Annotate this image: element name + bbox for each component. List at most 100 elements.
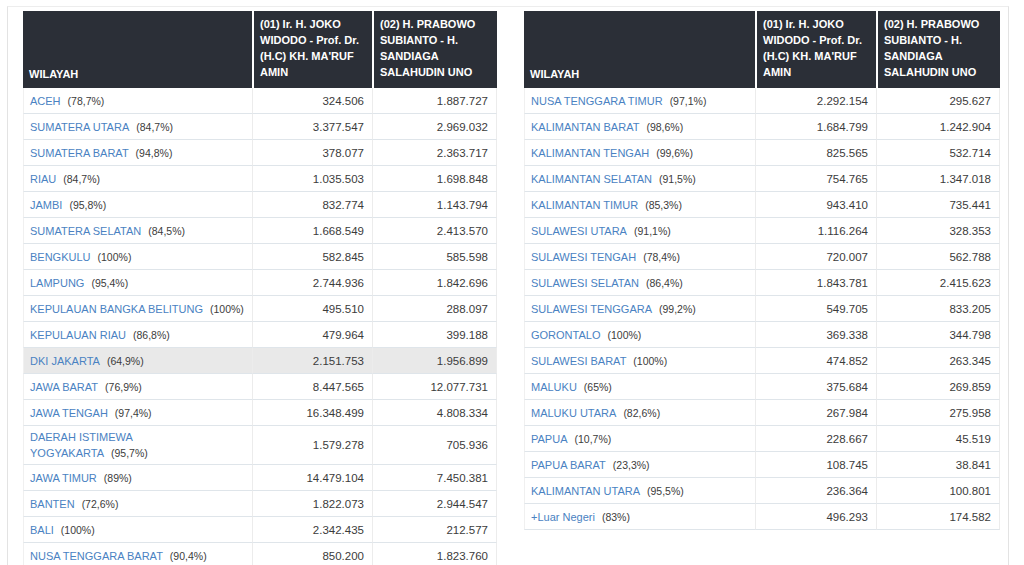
column-header-wilayah: WILAYAH <box>524 11 755 88</box>
region-cell: BANTEN (72,6%) <box>23 491 252 517</box>
counting-progress-percent: (91,1%) <box>634 225 671 237</box>
region-link[interactable]: KEPULAUAN BANGKA BELITUNG <box>30 303 203 315</box>
votes-candidate-01: 479.964 <box>252 322 372 348</box>
votes-candidate-02: 100.801 <box>876 478 1000 504</box>
region-link[interactable]: PAPUA BARAT <box>531 459 606 471</box>
region-link[interactable]: SULAWESI UTARA <box>531 225 627 237</box>
region-link[interactable]: JAWA TENGAH <box>30 407 108 419</box>
votes-candidate-02: 263.345 <box>876 348 1000 374</box>
region-link[interactable]: NUSA TENGGARA TIMUR <box>531 95 663 107</box>
region-link[interactable]: SUMATERA UTARA <box>30 121 129 133</box>
region-link[interactable]: KALIMANTAN BARAT <box>531 121 639 133</box>
counting-progress-percent: (99,6%) <box>656 147 693 159</box>
region-link[interactable]: GORONTALO <box>531 329 600 341</box>
votes-candidate-01: 2.342.435 <box>252 517 372 543</box>
counting-progress-percent: (86,4%) <box>646 277 683 289</box>
table-row: SULAWESI TENGGARA(99,2%)549.705833.205 <box>524 296 1000 322</box>
counting-progress-percent: (85,3%) <box>645 199 682 211</box>
region-link[interactable]: RIAU <box>30 173 56 185</box>
table-row: JAWA BARAT(76,9%)8.447.56512.077.731 <box>23 374 497 400</box>
counting-progress-percent: (100%) <box>607 329 641 341</box>
table-row: KALIMANTAN TIMUR(85,3%)943.410735.441 <box>524 192 1000 218</box>
votes-candidate-02: 344.798 <box>876 322 1000 348</box>
votes-candidate-01: 3.377.547 <box>252 114 372 140</box>
column-header-candidate-01: (01) Ir. H. JOKO WIDODO - Prof. Dr. (H.C… <box>252 11 372 88</box>
region-link[interactable]: BALI <box>30 524 54 536</box>
votes-candidate-01: 375.684 <box>755 374 876 400</box>
region-link[interactable]: LAMPUNG <box>30 277 84 289</box>
votes-candidate-01: 1.579.278 <box>252 426 372 465</box>
region-link[interactable]: SULAWESI SELATAN <box>531 277 639 289</box>
votes-candidate-01: 720.007 <box>755 244 876 270</box>
region-link[interactable]: KALIMANTAN UTARA <box>531 485 640 497</box>
votes-candidate-02: 38.841 <box>876 452 1000 478</box>
table-row: DAERAH ISTIMEWA YOGYAKARTA(95,7%)1.579.2… <box>23 426 497 465</box>
counting-progress-percent: (23,3%) <box>613 459 650 471</box>
region-cell: GORONTALO (100%) <box>524 322 755 348</box>
counting-progress-percent: (99,2%) <box>659 303 696 315</box>
counting-progress-percent: (83%) <box>602 511 630 523</box>
region-link[interactable]: SULAWESI TENGAH <box>531 251 636 263</box>
region-cell: SUMATERA BARAT(94,8%) <box>23 140 252 166</box>
counting-progress-percent: (95,7%) <box>111 447 148 459</box>
region-link[interactable]: JAWA BARAT <box>30 381 98 393</box>
region-cell: BENGKULU(100%) <box>23 244 252 270</box>
region-cell: BALI(100%) <box>23 517 252 543</box>
votes-candidate-02: 269.859 <box>876 374 1000 400</box>
region-cell: JAWA TIMUR(89%) <box>23 465 252 491</box>
table-header-row: WILAYAH (01) Ir. H. JOKO WIDODO - Prof. … <box>524 11 1000 88</box>
region-link[interactable]: SULAWESI BARAT <box>531 355 626 367</box>
table-row: MALUKU (65%) 375.684269.859 <box>524 374 1000 400</box>
table-row: JAWA TENGAH(97,4%)16.348.4994.808.334 <box>23 400 497 426</box>
region-link[interactable]: BANTEN <box>30 498 75 510</box>
table-header-row: WILAYAH (01) Ir. H. JOKO WIDODO - Prof. … <box>23 11 497 88</box>
region-link[interactable]: JAWA TIMUR <box>30 472 97 484</box>
votes-candidate-01: 1.684.799 <box>755 114 876 140</box>
votes-candidate-02: 2.944.547 <box>372 491 497 517</box>
table-row: NUSA TENGGARA BARAT(90,4%)850.2001.823.7… <box>23 543 497 565</box>
votes-candidate-02: 1.956.899 <box>372 348 497 374</box>
region-link[interactable]: MALUKU <box>531 381 577 393</box>
region-link[interactable]: MALUKU UTARA <box>531 407 616 419</box>
region-link[interactable]: PAPUA <box>531 433 567 445</box>
region-link[interactable]: +Luar Negeri <box>531 511 595 523</box>
table-row: PAPUA(10,7%)228.66745.519 <box>524 426 1000 452</box>
region-link[interactable]: ACEH <box>30 95 61 107</box>
region-link[interactable]: SUMATERA SELATAN <box>30 225 141 237</box>
region-cell: KALIMANTAN UTARA(95,5%) <box>524 478 755 504</box>
votes-candidate-02: 562.788 <box>876 244 1000 270</box>
table-row: SUMATERA BARAT(94,8%)378.0772.363.717 <box>23 140 497 166</box>
votes-candidate-01: 1.035.503 <box>252 166 372 192</box>
region-link[interactable]: KALIMANTAN TENGAH <box>531 147 649 159</box>
votes-candidate-02: 2.363.717 <box>372 140 497 166</box>
counting-progress-percent: (72,6%) <box>82 498 119 510</box>
counting-progress-percent: (65%) <box>584 381 612 393</box>
table-row: BANTEN(72,6%)1.822.0732.944.547 <box>23 491 497 517</box>
votes-candidate-02: 12.077.731 <box>372 374 497 400</box>
table-row: KALIMANTAN BARAT(98,6%)1.684.7991.242.90… <box>524 114 1000 140</box>
results-table-left: WILAYAH (01) Ir. H. JOKO WIDODO - Prof. … <box>23 11 497 565</box>
region-link[interactable]: DKI JAKARTA <box>30 355 100 367</box>
region-cell: SUMATERA UTARA(84,7%) <box>23 114 252 140</box>
region-link[interactable]: SULAWESI TENGGARA <box>531 303 652 315</box>
region-link[interactable]: KALIMANTAN SELATAN <box>531 173 652 185</box>
votes-candidate-02: 532.714 <box>876 140 1000 166</box>
region-link[interactable]: KEPULAUAN RIAU <box>30 329 126 341</box>
region-link[interactable]: NUSA TENGGARA BARAT <box>30 550 163 562</box>
votes-candidate-01: 850.200 <box>252 543 372 565</box>
table-row: BALI(100%)2.342.435212.577 <box>23 517 497 543</box>
region-link[interactable]: KALIMANTAN TIMUR <box>531 199 638 211</box>
region-link[interactable]: BENGKULU <box>30 251 91 263</box>
region-cell: PAPUA BARAT (23,3%) <box>524 452 755 478</box>
region-cell: SULAWESI TENGGARA (99,2%) <box>524 296 755 322</box>
region-cell: SULAWESI SELATAN (86,4%) <box>524 270 755 296</box>
table-row: SULAWESI UTARA(91,1%)1.116.264328.353 <box>524 218 1000 244</box>
counting-progress-percent: (64,9%) <box>107 355 144 367</box>
votes-candidate-02: 174.582 <box>876 504 1000 530</box>
counting-progress-percent: (98,6%) <box>646 121 683 133</box>
region-link[interactable]: JAMBI <box>30 199 62 211</box>
region-cell: KEPULAUAN RIAU(86,8%) <box>23 322 252 348</box>
region-cell: JAWA TENGAH(97,4%) <box>23 400 252 426</box>
votes-candidate-02: 7.450.381 <box>372 465 497 491</box>
region-link[interactable]: SUMATERA BARAT <box>30 147 129 159</box>
